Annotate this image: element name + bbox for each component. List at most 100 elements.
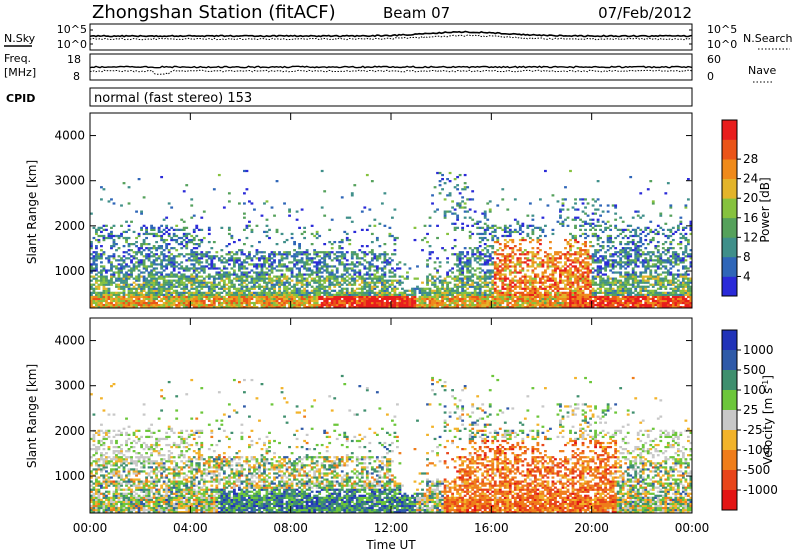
heatmap-cell	[611, 289, 615, 292]
heatmap-cell	[245, 226, 249, 229]
heatmap-cell	[556, 251, 560, 254]
heatmap-cell	[170, 285, 174, 288]
heatmap-cell	[506, 259, 510, 262]
heatmap-cell	[112, 291, 116, 294]
heatmap-cell	[202, 267, 206, 270]
heatmap-cell	[501, 305, 505, 309]
heatmap-cell	[107, 297, 111, 301]
noise-right-tick-top: 10^5	[707, 23, 737, 36]
heatmap-cell	[350, 301, 354, 305]
heatmap-cell	[498, 277, 502, 280]
heatmap-cell	[544, 305, 547, 309]
heatmap-cell	[496, 263, 500, 266]
heatmap-cell	[498, 261, 502, 264]
heatmap-cell	[441, 303, 444, 307]
heatmap-cell	[458, 293, 462, 297]
heatmap-cell	[363, 291, 367, 294]
heatmap-cell	[325, 269, 329, 272]
heatmap-cell	[137, 178, 141, 181]
heatmap-cell	[350, 275, 354, 278]
heatmap-cell	[373, 277, 377, 280]
heatmap-cell	[431, 303, 434, 307]
heatmap-cell	[436, 293, 439, 297]
heatmap-cell	[586, 303, 590, 307]
heatmap-cell	[549, 295, 552, 299]
heatmap-cell	[175, 265, 179, 268]
heatmap-cell	[596, 295, 600, 299]
heatmap-cell	[122, 283, 126, 286]
heatmap-cell	[290, 279, 294, 282]
heatmap-cell	[202, 295, 206, 299]
heatmap-cell	[270, 267, 274, 270]
heatmap-cell	[463, 261, 467, 264]
heatmap-cell	[634, 297, 638, 301]
heatmap-cell	[95, 277, 98, 280]
heatmap-cell	[579, 263, 582, 266]
heatmap-cell	[443, 287, 447, 290]
heatmap-cell	[187, 293, 191, 297]
heatmap-cell	[207, 257, 211, 260]
heatmap-cell	[481, 297, 485, 301]
heatmap-cell	[373, 285, 377, 288]
heatmap-cell	[330, 265, 334, 268]
heatmap-cell	[280, 297, 284, 301]
heatmap-cell	[187, 303, 191, 307]
heatmap-cell	[275, 228, 279, 232]
heatmap-cell	[611, 283, 615, 286]
heatmap-cell	[147, 281, 151, 284]
heatmap-cell	[227, 232, 231, 236]
heatmap-cell	[343, 265, 347, 268]
heatmap-cell	[160, 291, 164, 294]
heatmap-cell	[378, 293, 382, 297]
heatmap-cell	[385, 279, 389, 282]
heatmap-cell	[466, 291, 470, 294]
heatmap-cell	[473, 289, 477, 292]
heatmap-cell	[162, 287, 166, 290]
heatmap-cell	[100, 245, 103, 248]
heatmap-cell	[468, 198, 472, 201]
heatmap-cell	[142, 281, 146, 284]
heatmap-cell	[310, 257, 314, 260]
heatmap-cell	[564, 279, 567, 282]
heatmap-cell	[253, 283, 256, 286]
heatmap-cell	[353, 293, 357, 297]
heatmap-cell	[483, 303, 487, 307]
heatmap-cell	[471, 291, 475, 294]
heatmap-cell	[170, 297, 174, 301]
heatmap-cell	[561, 291, 565, 294]
heatmap-cell	[200, 293, 204, 297]
heatmap-cell	[150, 277, 154, 280]
heatmap-cell	[135, 275, 138, 278]
heatmap-cell	[212, 305, 216, 309]
heatmap-cell	[503, 269, 507, 272]
heatmap-cell	[273, 289, 276, 292]
heatmap-cell	[521, 295, 525, 299]
heatmap-cell	[523, 257, 527, 260]
heatmap-cell	[320, 295, 324, 299]
heatmap-cell	[160, 247, 164, 250]
heatmap-cell	[483, 228, 487, 232]
heatmap-cell	[391, 281, 394, 284]
heatmap-cell	[245, 273, 249, 276]
heatmap-cell	[596, 251, 600, 254]
heatmap-cell	[518, 238, 522, 242]
heatmap-cell	[285, 255, 289, 258]
heatmap-cell	[130, 305, 133, 309]
heatmap-cell	[185, 291, 189, 294]
heatmap-cell	[182, 285, 186, 288]
heatmap-cell	[370, 265, 374, 268]
heatmap-cell	[280, 281, 284, 284]
heatmap-cell	[202, 293, 206, 297]
heatmap-cell	[210, 295, 214, 299]
heatmap-cell	[152, 295, 156, 299]
heatmap-cell	[508, 305, 512, 309]
heatmap-cell	[596, 273, 600, 276]
heatmap-cell	[488, 301, 492, 305]
heatmap-cell	[546, 257, 550, 260]
heatmap-cell	[100, 305, 103, 309]
heatmap-cell	[456, 275, 460, 278]
heatmap-cell	[273, 301, 276, 305]
heatmap-cell	[273, 293, 276, 297]
heatmap-cell	[132, 257, 136, 260]
heatmap-cell	[205, 303, 209, 307]
